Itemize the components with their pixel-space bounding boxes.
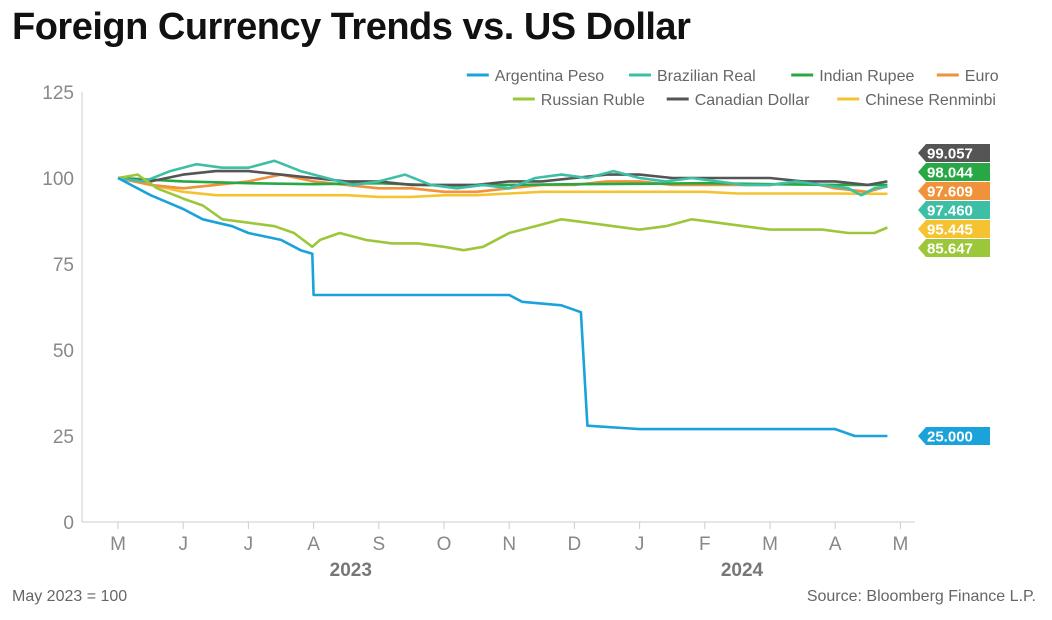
legend-item: Canadian Dollar <box>666 92 810 109</box>
end-tag-shape <box>918 201 990 219</box>
x-axis-ticks: M J J A S O N D J F M A M 2023 2024 <box>110 522 908 581</box>
x-tick-label: J <box>635 534 645 555</box>
legend-item: Argentina Peso <box>466 68 605 85</box>
end-tag-brazilian-real: 97.460 <box>918 201 990 220</box>
y-tick-label: 100 <box>42 169 74 190</box>
x-tick-label: M <box>892 534 908 555</box>
series-line-russian-ruble <box>117 173 888 252</box>
end-tag-shape <box>918 144 990 162</box>
end-tag-value: 25.000 <box>927 429 973 446</box>
end-tag-chinese-renminbi: 95.445 <box>918 220 990 239</box>
end-tag-value: 99.057 <box>927 146 973 163</box>
legend-label: Brazilian Real <box>657 68 756 85</box>
x-tick-label: M <box>110 534 126 555</box>
series-line-argentina-peso <box>117 176 888 438</box>
end-tag-euro: 97.609 <box>918 182 990 201</box>
x-tick-label: O <box>437 534 452 555</box>
legend-item: Russian Ruble <box>512 92 645 109</box>
legend-item: Brazilian Real <box>629 68 756 85</box>
series-line-canadian-dollar <box>117 169 888 187</box>
x-tick-label: J <box>178 534 188 555</box>
end-tag-argentina-peso: 25.000 <box>918 427 990 446</box>
y-tick-label: 25 <box>53 427 74 448</box>
y-tick-label: 75 <box>53 255 74 276</box>
year-label: 2023 <box>330 560 372 581</box>
legend-label: Canadian Dollar <box>695 92 810 109</box>
end-tag-value: 97.609 <box>927 184 973 201</box>
chart-title: Foreign Currency Trends vs. US Dollar <box>12 6 691 48</box>
end-tag-canadian-dollar: 99.057 <box>918 144 990 163</box>
end-tag-shape <box>918 427 990 445</box>
x-tick-label: A <box>829 534 842 555</box>
legend-item: Chinese Renminbi <box>837 92 996 109</box>
y-tick-label: 0 <box>63 513 74 534</box>
y-axis-ticks: 0 25 50 75 100 125 <box>42 83 74 534</box>
end-value-labels: 99.057 98.044 97.609 97.460 95.445 85.647 25.0… <box>918 144 990 446</box>
legend-label: Indian Rupee <box>819 68 914 85</box>
legend-item: Euro <box>936 68 999 85</box>
series-line-brazilian-real <box>117 159 888 197</box>
source-note: Source: Bloomberg Finance L.P. <box>806 588 1036 605</box>
x-tick-label: M <box>762 534 778 555</box>
x-tick-label: J <box>244 534 254 555</box>
x-tick-label: S <box>372 534 385 555</box>
end-tag-shape <box>918 220 990 238</box>
end-tag-indian-rupee: 98.044 <box>918 163 990 182</box>
chart-axes <box>81 92 915 523</box>
legend-label: Russian Ruble <box>541 92 645 109</box>
series-lines <box>117 159 888 438</box>
y-tick-label: 125 <box>42 83 74 104</box>
end-tag-value: 98.044 <box>927 165 974 182</box>
x-tick-label: N <box>502 534 516 555</box>
legend-item: Indian Rupee <box>791 68 914 85</box>
series-line-chinese-renminbi <box>117 176 888 199</box>
end-tag-shape <box>918 163 990 181</box>
x-tick-label: A <box>307 534 320 555</box>
legend-label: Argentina Peso <box>495 68 605 85</box>
end-tag-russian-ruble: 85.647 <box>918 239 990 258</box>
end-tag-shape <box>918 182 990 200</box>
legend: Argentina Peso Brazilian Real Indian Rupee… <box>466 68 999 109</box>
end-tag-shape <box>918 239 990 257</box>
end-tag-value: 95.445 <box>927 222 973 239</box>
legend-label: Euro <box>965 68 999 85</box>
end-tag-value: 97.460 <box>927 203 973 220</box>
base-note: May 2023 = 100 <box>12 588 128 605</box>
x-tick-label: F <box>699 534 711 555</box>
end-tag-value: 85.647 <box>927 241 973 258</box>
y-tick-label: 50 <box>53 341 74 362</box>
legend-label: Chinese Renminbi <box>865 92 996 109</box>
x-tick-label: D <box>568 534 582 555</box>
year-label: 2024 <box>721 560 764 581</box>
